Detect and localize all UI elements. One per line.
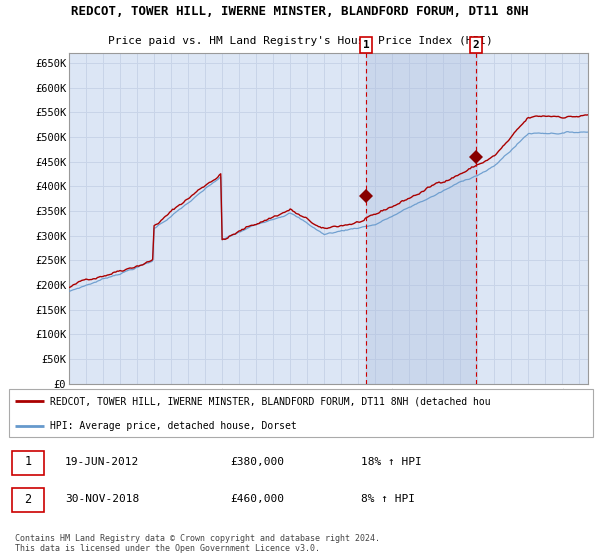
Text: £380,000: £380,000 bbox=[230, 457, 284, 467]
Bar bbox=[366, 53, 476, 384]
Text: REDCOT, TOWER HILL, IWERNE MINSTER, BLANDFORD FORUM, DT11 8NH: REDCOT, TOWER HILL, IWERNE MINSTER, BLAN… bbox=[71, 5, 529, 18]
Text: Contains HM Land Registry data © Crown copyright and database right 2024.
This d: Contains HM Land Registry data © Crown c… bbox=[15, 534, 380, 553]
Text: 1: 1 bbox=[25, 455, 31, 468]
Text: 30-NOV-2018: 30-NOV-2018 bbox=[65, 494, 139, 504]
FancyBboxPatch shape bbox=[12, 450, 44, 475]
Text: 1: 1 bbox=[363, 40, 370, 50]
Text: Price paid vs. HM Land Registry's House Price Index (HPI): Price paid vs. HM Land Registry's House … bbox=[107, 36, 493, 46]
FancyBboxPatch shape bbox=[12, 488, 44, 512]
Text: £460,000: £460,000 bbox=[230, 494, 284, 504]
Text: 19-JUN-2012: 19-JUN-2012 bbox=[65, 457, 139, 467]
Text: 18% ↑ HPI: 18% ↑ HPI bbox=[361, 457, 421, 467]
FancyBboxPatch shape bbox=[9, 389, 593, 437]
Text: REDCOT, TOWER HILL, IWERNE MINSTER, BLANDFORD FORUM, DT11 8NH (detached hou: REDCOT, TOWER HILL, IWERNE MINSTER, BLAN… bbox=[50, 396, 491, 407]
Text: 2: 2 bbox=[25, 493, 31, 506]
Text: 8% ↑ HPI: 8% ↑ HPI bbox=[361, 494, 415, 504]
Text: 2: 2 bbox=[473, 40, 479, 50]
Text: HPI: Average price, detached house, Dorset: HPI: Average price, detached house, Dors… bbox=[50, 421, 297, 431]
